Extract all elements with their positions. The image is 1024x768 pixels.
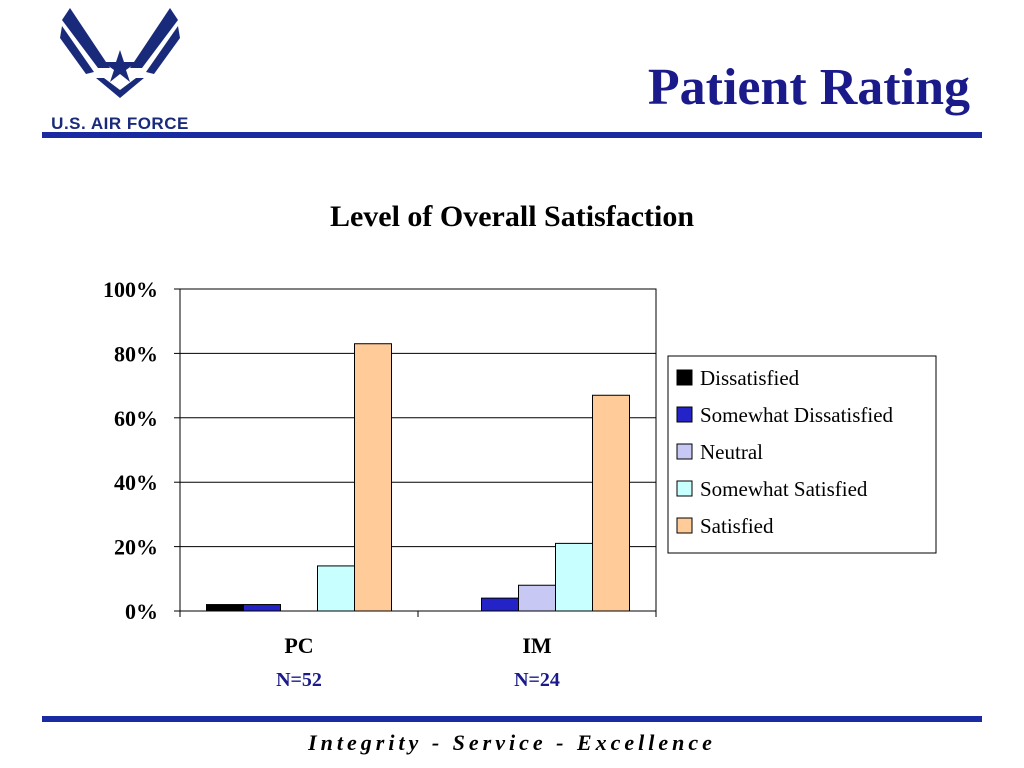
x-category-label: IM — [522, 633, 552, 658]
bar-somewhat-dissatisfied-im — [481, 597, 519, 612]
header-rule — [42, 132, 982, 138]
x-category-sublabel: N=52 — [276, 669, 322, 691]
legend-swatch — [676, 480, 693, 497]
legend-swatch — [676, 369, 693, 386]
legend-label: Somewhat Dissatisfied — [700, 403, 894, 427]
bar-satisfied-im — [592, 394, 630, 612]
logo-text: U.S. AIR FORCE — [51, 114, 189, 133]
bar-satisfied-pc — [354, 343, 392, 612]
bar-somewhat-satisfied-pc — [317, 565, 355, 612]
legend-label: Satisfied — [700, 514, 774, 538]
bar-neutral-im — [518, 584, 556, 612]
y-tick-label: 40% — [114, 470, 158, 495]
legend-swatch — [676, 517, 693, 534]
footer-motto: Integrity - Service - Excellence — [308, 730, 716, 755]
y-tick-label: 0% — [125, 599, 158, 624]
legend-swatch — [676, 406, 693, 423]
y-tick-label: 60% — [114, 406, 158, 431]
y-tick-label: 100% — [103, 277, 158, 302]
chart-title: Level of Overall Satisfaction — [329, 200, 695, 233]
bar-dissatisfied-pc — [206, 604, 244, 612]
footer-rule — [42, 716, 982, 722]
bar-somewhat-satisfied-im — [555, 542, 593, 612]
legend-label: Somewhat Satisfied — [700, 477, 868, 501]
legend — [667, 355, 937, 554]
air-force-logo: U.S. AIR FORCE — [40, 6, 200, 133]
air-force-wings-icon — [60, 8, 180, 98]
legend-label: Neutral — [700, 440, 763, 464]
y-tick-label: 20% — [114, 535, 158, 560]
x-category-sublabel: N=24 — [514, 669, 560, 691]
legend-swatch — [676, 443, 693, 460]
page-title: Patient Rating — [647, 59, 970, 116]
bar-somewhat-dissatisfied-pc — [243, 604, 281, 612]
y-tick-label: 80% — [114, 341, 158, 366]
x-category-label: PC — [284, 633, 313, 658]
legend-label: Dissatisfied — [700, 366, 800, 390]
